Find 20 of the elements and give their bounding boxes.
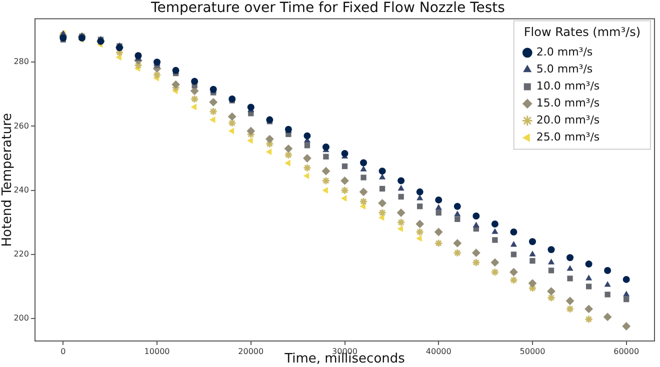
x-tick-label: 60000 [614,346,640,356]
x-tick-label: 20000 [238,346,264,356]
x-tick-label: 0 [60,346,66,356]
y-axis-title: Hotend Temperature [0,113,16,247]
x-tick-label: 40000 [426,346,452,356]
x-tick-label: 50000 [520,346,546,356]
legend-label: 2.0 mm³/s [536,46,593,59]
x-tick-label: 10000 [144,346,170,356]
y-tick-label: 200 [14,314,29,323]
y-tick-label: 280 [14,57,29,66]
y-tick-label: 260 [14,121,29,130]
y-tick-label: 220 [14,250,29,259]
legend-title: Flow Rates (mm³/s) [524,24,640,39]
legend-label: 5.0 mm³/s [536,62,593,76]
legend-label: 25.0 mm³/s [536,130,600,144]
legend-label: 20.0 mm³/s [536,114,600,127]
legend-label: 10.0 mm³/s [536,80,600,93]
legend-label: 15.0 mm³/s [536,96,600,110]
y-tick-label: 240 [14,185,29,194]
chart-title: Temperature over Time for Fixed Flow Nozzle Tests [150,0,505,16]
